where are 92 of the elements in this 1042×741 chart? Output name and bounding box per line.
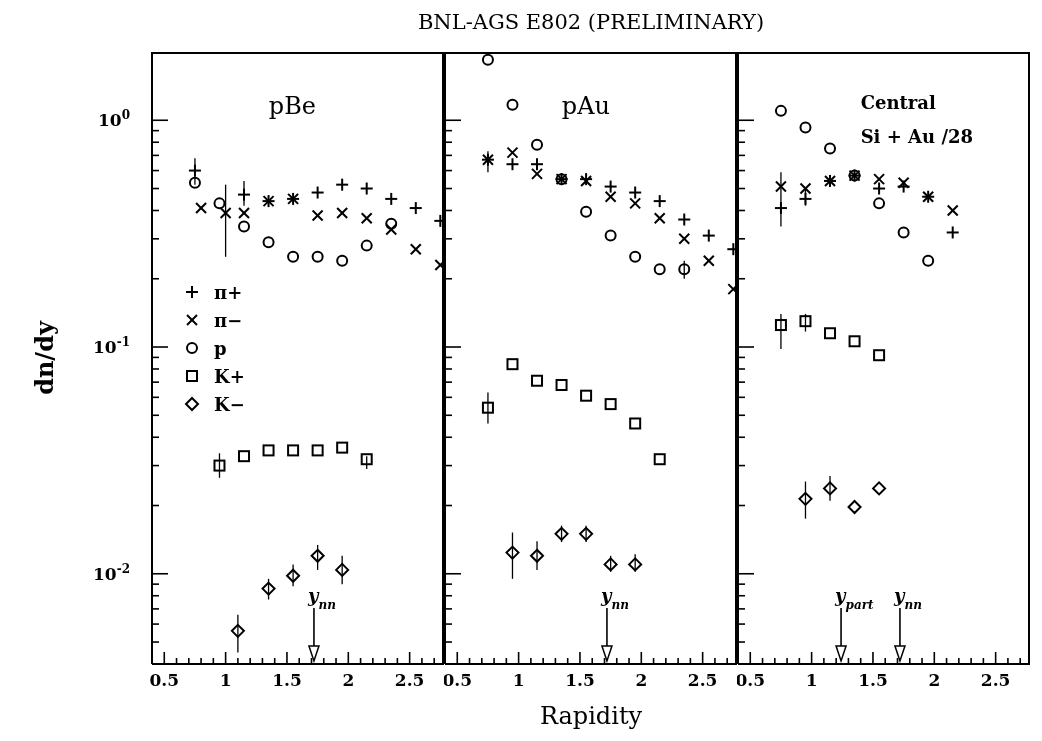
annotation: Central <box>860 92 936 113</box>
point <box>873 197 886 210</box>
point <box>604 398 617 411</box>
x-tick-label: 1.5 <box>272 670 302 690</box>
point <box>678 263 691 276</box>
point <box>922 254 935 267</box>
point <box>774 319 787 332</box>
point <box>530 548 545 563</box>
chart-title: BNL-AGS E802 (PRELIMINARY) <box>417 10 765 34</box>
point <box>629 250 642 263</box>
x-tick-label: 0.5 <box>735 670 766 690</box>
point <box>628 557 643 572</box>
x-tick-label: 1.5 <box>565 670 595 690</box>
x-tick-label: 2 <box>928 670 941 690</box>
point <box>238 450 251 463</box>
x-tick-label: 1.5 <box>858 670 888 690</box>
point <box>505 545 520 560</box>
point <box>873 349 886 362</box>
x-tick-label: 2.5 <box>394 670 425 690</box>
x-tick-label: 0.5 <box>442 670 473 690</box>
x-tick-label: 1 <box>219 670 232 690</box>
point <box>774 104 787 117</box>
x-tick-label: 0.5 <box>149 670 180 690</box>
x-tick-label: 2.5 <box>687 670 718 690</box>
point <box>506 358 519 371</box>
point <box>213 459 226 472</box>
point <box>336 441 349 454</box>
point <box>262 444 275 457</box>
point <box>360 239 373 252</box>
x-tick-label: 2 <box>342 670 355 690</box>
point <box>506 98 519 111</box>
legend-label: K− <box>214 393 245 415</box>
point <box>335 562 350 577</box>
point <box>872 481 887 496</box>
point <box>287 444 300 457</box>
point <box>897 226 910 239</box>
x-tick-label: 1 <box>512 670 525 690</box>
point <box>360 453 373 466</box>
x-tick-label: 1 <box>805 670 818 690</box>
ref-line-label: y$_{nn}$ <box>306 585 336 612</box>
point <box>262 236 275 249</box>
ref-line-label: y$_{nn}$ <box>599 585 629 612</box>
point <box>653 453 666 466</box>
point <box>629 417 642 430</box>
y-tick-label: 10$^{-1}$ <box>92 335 130 358</box>
point <box>604 229 617 242</box>
annotation: pBe <box>268 92 316 120</box>
point <box>385 217 398 230</box>
point <box>286 568 301 583</box>
point <box>823 481 838 496</box>
point <box>580 205 593 218</box>
x-tick-label: 2 <box>635 670 648 690</box>
annotation: Si + Au /28 <box>860 126 974 147</box>
point <box>579 526 594 541</box>
point <box>238 220 251 233</box>
point <box>531 374 544 387</box>
point <box>847 499 862 514</box>
y-tick-label: 10$^{-2}$ <box>92 561 130 584</box>
ref-line-label: y$_{nn}$ <box>892 585 922 612</box>
point <box>653 263 666 276</box>
ref-line-label: y$_{part}$ <box>834 585 875 612</box>
point <box>310 548 325 563</box>
point <box>603 557 618 572</box>
point <box>481 53 494 66</box>
point <box>188 176 201 189</box>
point <box>580 389 593 402</box>
y-tick-label: 10$^{0}$ <box>97 108 130 131</box>
point <box>481 401 494 414</box>
point <box>554 526 569 541</box>
point <box>213 197 226 210</box>
legend-label: π− <box>214 309 243 331</box>
x-axis-title: Rapidity <box>539 702 643 730</box>
point <box>798 491 813 506</box>
point <box>311 444 324 457</box>
point <box>555 378 568 391</box>
legend-label: p <box>214 337 227 359</box>
annotation: pAu <box>561 92 610 120</box>
x-tick-label: 2.5 <box>980 670 1011 690</box>
point <box>824 142 837 155</box>
legend-label: π+ <box>214 281 243 303</box>
point <box>799 315 812 328</box>
point <box>311 250 324 263</box>
point <box>799 121 812 134</box>
point <box>336 254 349 267</box>
point <box>230 623 245 638</box>
point <box>531 138 544 151</box>
point <box>848 335 861 348</box>
y-axis-title: dn/dy <box>29 321 59 395</box>
point <box>287 250 300 263</box>
point <box>261 581 276 596</box>
legend-label: K+ <box>214 365 245 387</box>
point <box>824 327 837 340</box>
